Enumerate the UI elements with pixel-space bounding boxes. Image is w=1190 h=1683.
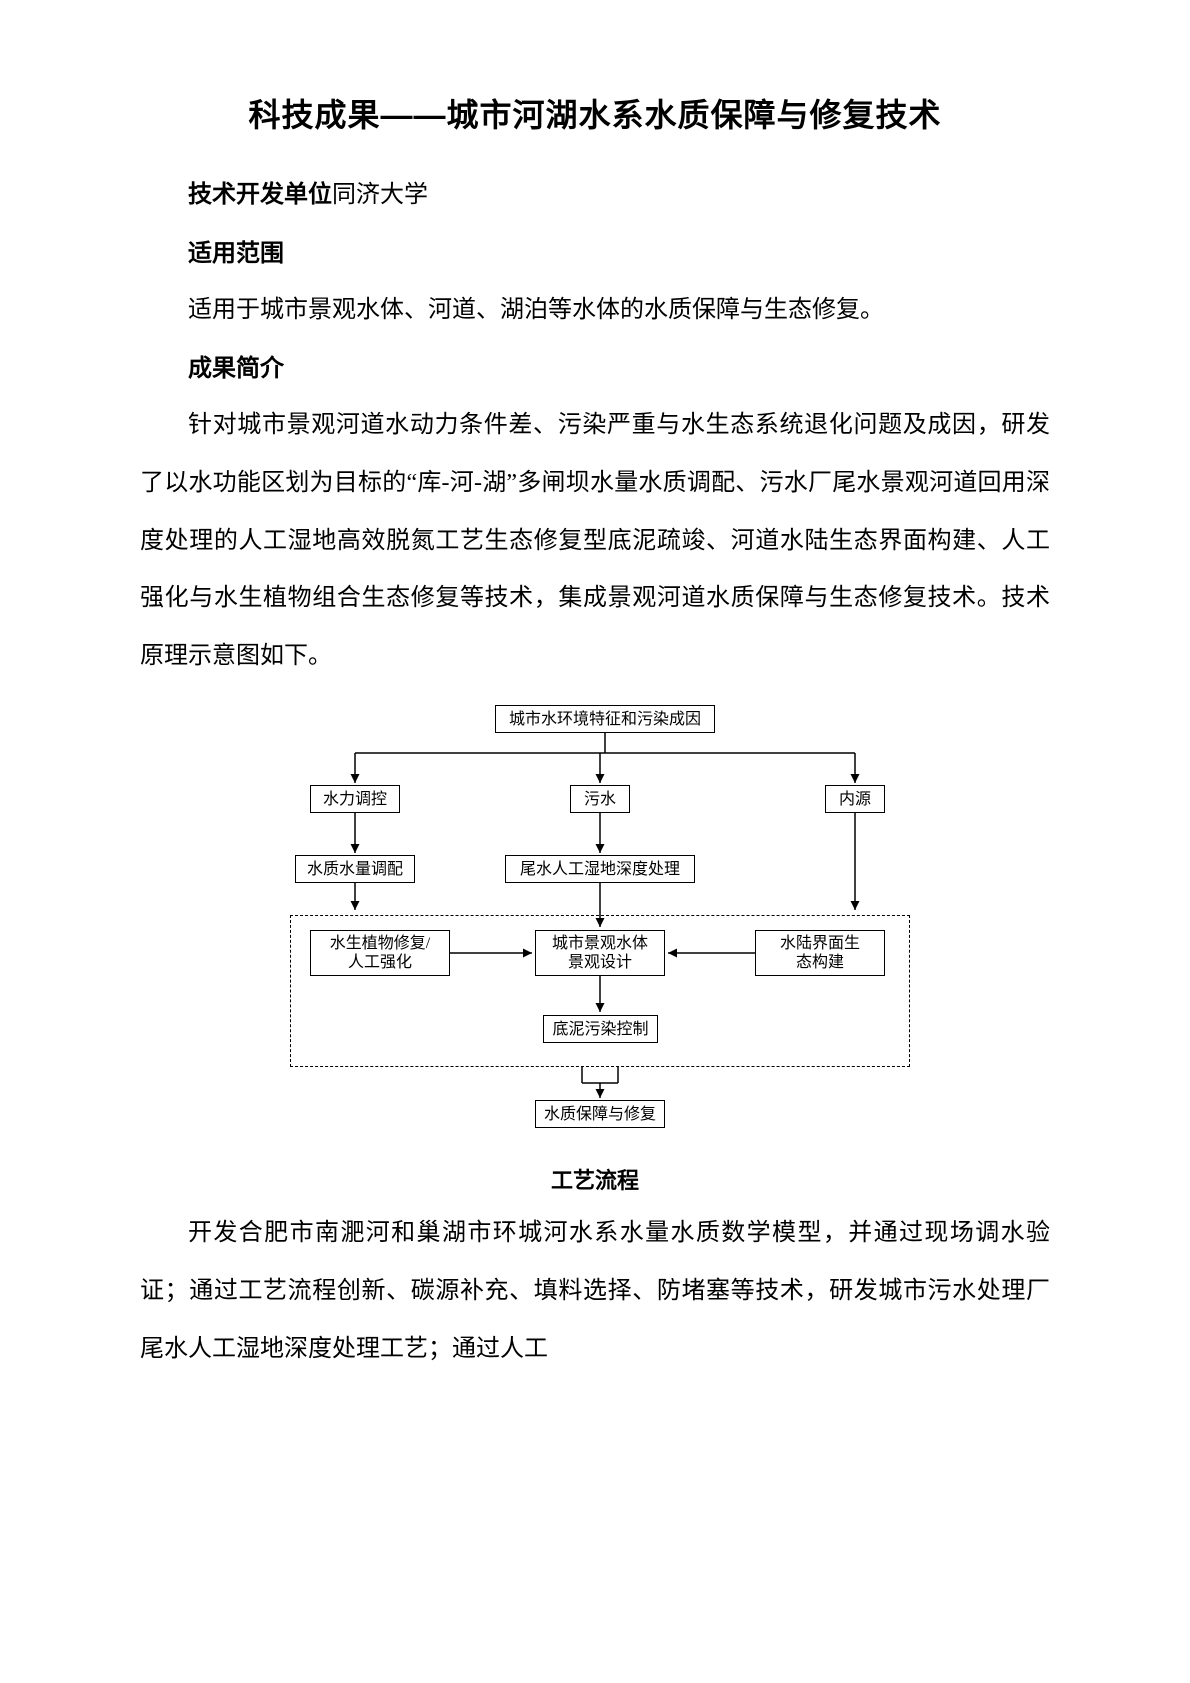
node-top: 城市水环境特征和污染成因 [495,705,715,733]
diagram-container: 城市水环境特征和污染成因 水力调控 污水 内源 水质水量调配 尾水人工湿地深度处… [140,705,1050,1195]
scope-label: 适用范围 [140,225,1050,283]
page-title: 科技成果——城市河湖水系水质保障与修复技术 [140,90,1050,136]
scope-text: 适用于城市景观水体、河道、湖泊等水体的水质保障与生态修复。 [140,282,1050,340]
node-interface: 水陆界面生 态构建 [755,930,885,976]
node-internal: 内源 [825,785,885,813]
node-landscape: 城市景观水体 景观设计 [535,930,665,976]
dev-unit-line: 技术开发单位同济大学 [140,166,1050,225]
node-sediment: 底泥污染控制 [543,1015,658,1043]
node-result: 水质保障与修复 [535,1100,665,1128]
intro-label: 成果简介 [140,340,1050,398]
node-hydraulic: 水力调控 [310,785,400,813]
paragraph-2: 开发合肥市南淝河和巢湖市环城河水系水量水质数学模型，并通过现场调水验证；通过工艺… [140,1205,1050,1378]
node-alloc: 水质水量调配 [295,855,415,883]
flowchart: 城市水环境特征和污染成因 水力调控 污水 内源 水质水量调配 尾水人工湿地深度处… [270,705,920,1145]
dev-unit-label: 技术开发单位 [188,181,332,208]
node-sewage: 污水 [570,785,630,813]
dev-unit-value: 同济大学 [332,182,428,208]
intro-paragraph: 针对城市景观河道水动力条件差、污染严重与水生态系统退化问题及成因，研发了以水功能… [140,397,1050,685]
node-plant: 水生植物修复/ 人工强化 [310,930,450,976]
node-wetland: 尾水人工湿地深度处理 [505,855,695,883]
diagram-caption: 工艺流程 [551,1163,639,1195]
